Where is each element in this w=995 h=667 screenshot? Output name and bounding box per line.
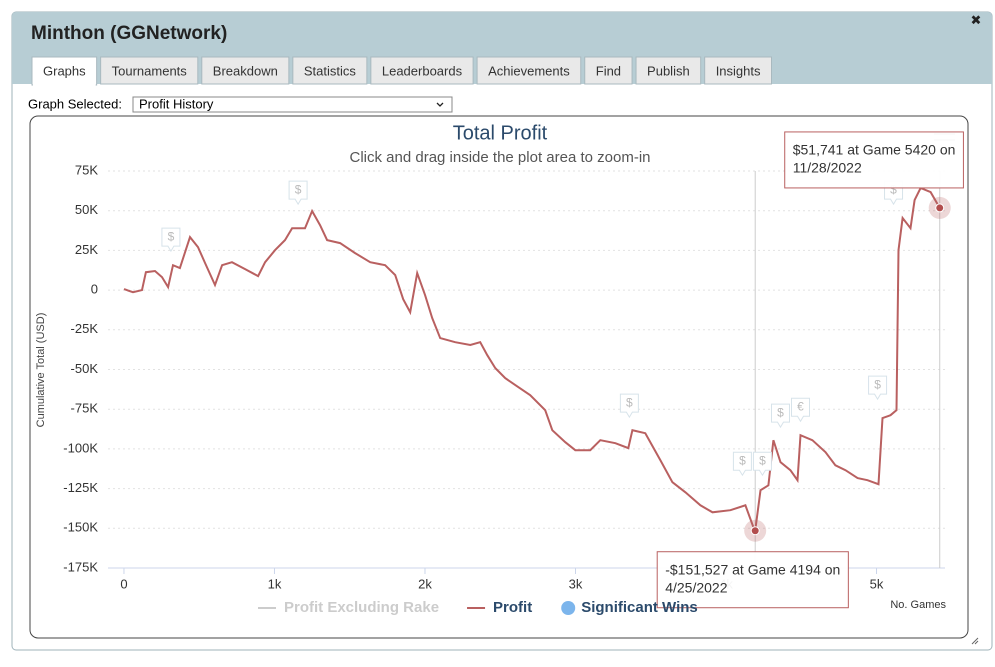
- legend-label[interactable]: Profit Excluding Rake: [284, 599, 439, 616]
- flag-label: $: [874, 377, 881, 391]
- flag-label: $: [168, 229, 175, 243]
- win-flag: $: [752, 451, 772, 477]
- flag-label: $: [295, 182, 302, 196]
- hover-point: [750, 526, 760, 536]
- x-tick-label: 5k: [870, 576, 884, 591]
- chart-frame: [29, 115, 969, 639]
- win-flag: $: [161, 227, 181, 253]
- tab[interactable]: [704, 56, 772, 85]
- tab[interactable]: [635, 56, 702, 85]
- flag-label: $: [626, 395, 633, 409]
- tab-label[interactable]: Insights: [716, 63, 761, 78]
- y-tick-label: 50K: [75, 202, 98, 217]
- tab[interactable]: [370, 56, 474, 85]
- tab[interactable]: [201, 56, 290, 85]
- win-flag: $: [288, 180, 308, 206]
- flag-label: $: [739, 453, 746, 467]
- legend-label[interactable]: Profit: [493, 599, 532, 616]
- y-tick-label: -100K: [63, 440, 98, 455]
- y-tick-label: 75K: [75, 162, 98, 177]
- flag-label: $: [759, 453, 766, 467]
- tab[interactable]: [292, 56, 368, 85]
- graph-select-value[interactable]: Profit History: [139, 96, 214, 111]
- resize-handle: [971, 637, 979, 645]
- flag-label: $: [777, 405, 784, 419]
- flag-shape: [288, 180, 308, 206]
- win-flag: €: [791, 397, 811, 423]
- tab-label[interactable]: Tournaments: [112, 63, 188, 78]
- graph-select[interactable]: [132, 96, 453, 113]
- tab-label[interactable]: Graphs: [43, 63, 86, 78]
- y-tick-label: -175K: [63, 559, 98, 574]
- tooltip-text: 4/25/2022: [665, 579, 727, 595]
- x-tick-label: 0: [120, 576, 127, 591]
- x-tick-label: 3k: [569, 576, 583, 591]
- flag-label: $: [890, 182, 897, 196]
- legend-symbol: [561, 601, 576, 615]
- tooltip-text: 11/28/2022: [793, 160, 862, 176]
- y-tick-label: 0: [91, 282, 98, 297]
- y-axis-label: Cumulative Total (USD): [35, 313, 47, 428]
- x-axis-label: No. Games: [890, 599, 946, 611]
- y-tick-label: -125K: [63, 480, 98, 495]
- flag-shape: [791, 397, 811, 423]
- y-tick-label: -150K: [63, 520, 98, 535]
- tab-label[interactable]: Publish: [647, 63, 690, 78]
- chart-subtitle: Click and drag inside the plot area to z…: [350, 149, 651, 166]
- tooltip-text: -$151,527 at Game 4194 on: [665, 561, 840, 577]
- flag-shape: [161, 227, 181, 253]
- win-flag: $: [868, 375, 888, 401]
- tab-label[interactable]: Achievements: [488, 63, 570, 78]
- x-tick-label: 1k: [268, 576, 282, 591]
- y-tick-label: -75K: [71, 401, 99, 416]
- flag-label: €: [797, 399, 804, 413]
- y-tick-label: 25K: [75, 242, 98, 257]
- tooltip-box: [784, 131, 964, 189]
- tab[interactable]: [476, 56, 582, 85]
- y-tick-label: -25K: [71, 321, 99, 336]
- select-chevron: [436, 102, 444, 107]
- legend-label[interactable]: Significant Wins: [581, 599, 698, 616]
- chart-title: Total Profit: [453, 122, 548, 144]
- tab-label[interactable]: Find: [596, 63, 621, 78]
- tab-label[interactable]: Leaderboards: [382, 63, 463, 78]
- tooltip-text: $51,741 at Game 5420 on: [793, 142, 956, 158]
- x-tick-label: 2k: [418, 576, 432, 591]
- graph-selected-label: Graph Selected:: [28, 96, 122, 111]
- win-flag: $: [770, 403, 790, 429]
- y-tick-label: -50K: [71, 361, 99, 376]
- tab-gap: [33, 83, 96, 86]
- tab[interactable]: [100, 56, 199, 85]
- flag-shape: [770, 403, 790, 429]
- win-flag: $: [619, 393, 639, 419]
- close-button[interactable]: ✖: [971, 12, 982, 27]
- tab[interactable]: [31, 56, 98, 86]
- tab[interactable]: [584, 56, 633, 85]
- flag-shape: [619, 393, 639, 419]
- tab-label[interactable]: Statistics: [304, 63, 357, 78]
- tooltip-box: [656, 551, 849, 609]
- flag-shape: [752, 451, 772, 477]
- tab-label[interactable]: Breakdown: [213, 63, 278, 78]
- profit-line: [123, 186, 941, 535]
- hover-point: [935, 203, 945, 213]
- win-flag: $: [732, 451, 752, 477]
- flag-shape: [868, 375, 888, 401]
- window-title: Minthon (GGNetwork): [31, 23, 227, 44]
- flag-shape: [732, 451, 752, 477]
